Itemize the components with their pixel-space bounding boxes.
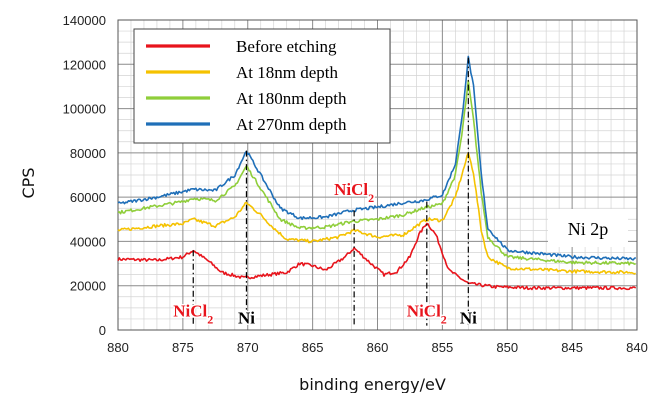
x-axis-label: binding energy/eV — [299, 375, 446, 393]
y-tick-label: 120000 — [63, 57, 106, 72]
plot-frame — [117, 19, 638, 331]
x-tick-label: 850 — [496, 340, 518, 355]
x-tick-label: 860 — [367, 340, 389, 355]
legend-label: At 270nm depth — [236, 115, 347, 134]
annotation-subscript: 2 — [368, 191, 374, 205]
y-tick-label: 20000 — [70, 279, 106, 294]
annotation-subscript: 2 — [441, 313, 447, 327]
x-tick-label: 840 — [626, 340, 648, 355]
x-tick-label: 870 — [237, 340, 259, 355]
y-tick-label: 100000 — [63, 102, 106, 117]
annotation-label: Ni — [460, 308, 477, 327]
annotation-subscript: 2 — [207, 313, 213, 327]
y-tick-label: 80000 — [70, 146, 106, 161]
series-line — [117, 79, 636, 266]
series-line — [117, 55, 637, 261]
x-tick-label: 865 — [302, 340, 324, 355]
inner-label-box — [548, 209, 628, 247]
inner-label: Ni 2p — [568, 219, 609, 239]
y-tick-label: 40000 — [70, 234, 106, 249]
y-axis-label: CPS — [19, 168, 38, 199]
series-line — [117, 152, 637, 275]
legend-label: Before etching — [236, 37, 337, 56]
y-tick-label: 140000 — [63, 13, 106, 28]
x-tick-label: 845 — [561, 340, 583, 355]
x-tick-label: 875 — [172, 340, 194, 355]
annotation-label: Ni — [238, 308, 255, 327]
y-tick-label: 60000 — [70, 190, 106, 205]
legend-label: At 180nm depth — [236, 89, 347, 108]
x-tick-label: 880 — [107, 340, 129, 355]
x-tick-label: 855 — [432, 340, 454, 355]
y-tick-label: 0 — [99, 323, 106, 338]
series-line — [117, 222, 637, 291]
legend-label: At 18nm depth — [236, 63, 338, 82]
